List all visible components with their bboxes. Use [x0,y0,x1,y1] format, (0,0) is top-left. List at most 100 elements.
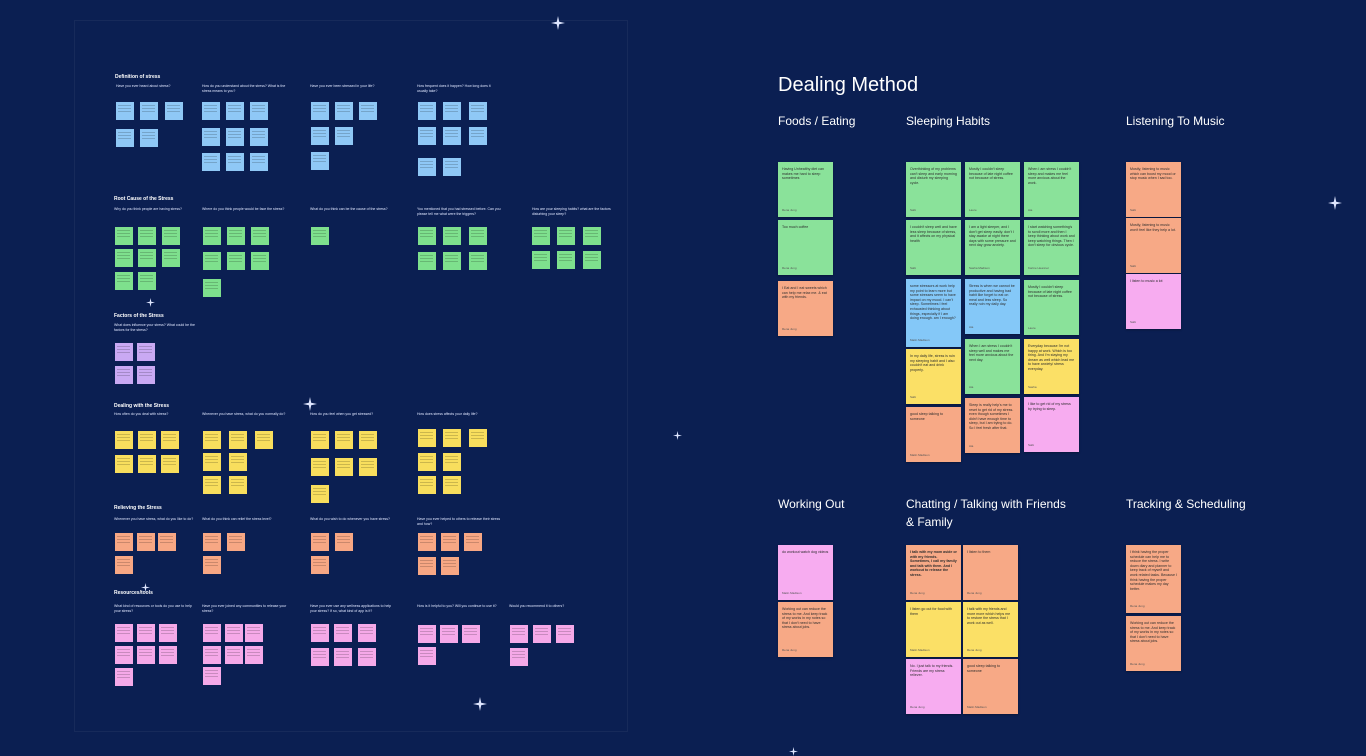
sticky-note[interactable] [203,667,221,685]
sticky-note[interactable]: I talk with my friends and more more whi… [963,602,1018,657]
sticky-note[interactable] [311,624,329,642]
sticky-note[interactable] [140,129,158,147]
sticky-note[interactable] [226,102,244,120]
sticky-note[interactable] [227,533,245,551]
sticky-note[interactable] [225,646,243,664]
sticky-note[interactable] [311,533,329,551]
sticky-note[interactable] [140,102,158,120]
sticky-note[interactable]: Too much coffee Rena Jung [778,220,833,275]
sticky-note[interactable]: do workout watch dog videos Matin Madison [778,545,833,600]
sticky-note[interactable] [226,153,244,171]
sticky-note[interactable] [334,648,352,666]
sticky-note[interactable] [443,252,461,270]
sticky-note[interactable] [443,476,461,494]
sticky-note[interactable] [203,279,221,297]
sticky-note[interactable]: good sleep talking to someone Matin Madis… [963,659,1018,714]
sticky-note[interactable] [334,624,352,642]
sticky-note[interactable] [137,343,155,361]
sticky-note[interactable] [583,251,601,269]
sticky-note[interactable] [418,127,436,145]
sticky-note[interactable] [556,625,574,643]
sticky-note[interactable] [115,227,133,245]
sticky-note[interactable] [203,624,221,642]
sticky-note[interactable] [203,533,221,551]
sticky-note[interactable]: I listen to music a lot Sabi [1126,274,1181,329]
sticky-note[interactable] [226,128,244,146]
sticky-note[interactable] [418,557,436,575]
sticky-note[interactable] [137,624,155,642]
sticky-note[interactable] [441,533,459,551]
sticky-note[interactable] [138,455,156,473]
sticky-note[interactable] [116,102,134,120]
sticky-note[interactable] [335,458,353,476]
sticky-note[interactable]: I am a light sleeper, and I don't get sl… [965,220,1020,275]
sticky-note[interactable] [115,431,133,449]
sticky-note[interactable] [245,624,263,642]
sticky-note[interactable] [116,129,134,147]
sticky-note[interactable] [251,252,269,270]
sticky-note[interactable] [418,102,436,120]
sticky-note[interactable] [115,366,133,384]
sticky-note[interactable] [469,429,487,447]
sticky-note[interactable] [418,252,436,270]
sticky-note[interactable] [510,648,528,666]
sticky-note[interactable] [532,227,550,245]
sticky-note[interactable] [311,648,329,666]
sticky-note[interactable] [229,453,247,471]
sticky-note[interactable] [418,158,436,176]
sticky-note[interactable] [311,458,329,476]
sticky-note[interactable] [311,431,329,449]
sticky-note[interactable] [227,227,245,245]
sticky-note[interactable] [583,227,601,245]
sticky-note[interactable] [335,533,353,551]
sticky-note[interactable] [138,272,156,290]
sticky-note[interactable] [202,153,220,171]
sticky-note[interactable] [115,249,133,267]
sticky-note[interactable] [462,625,480,643]
sticky-note[interactable] [443,227,461,245]
sticky-note[interactable] [311,127,329,145]
sticky-note[interactable] [138,249,156,267]
sticky-note[interactable] [250,153,268,171]
sticky-note[interactable] [443,102,461,120]
sticky-note[interactable] [115,556,133,574]
sticky-note[interactable] [440,625,458,643]
sticky-note[interactable]: I talk with my mom aside or with my frie… [906,545,961,600]
sticky-note[interactable] [137,646,155,664]
sticky-note[interactable] [469,252,487,270]
sticky-note[interactable] [358,624,376,642]
sticky-note[interactable] [138,431,156,449]
sticky-note[interactable] [311,485,329,503]
sticky-note[interactable] [203,556,221,574]
sticky-note[interactable]: Having Unhealthy diet can makes me hard … [778,162,833,217]
sticky-note[interactable] [469,227,487,245]
sticky-note[interactable] [255,431,273,449]
sticky-note[interactable] [359,102,377,120]
sticky-note[interactable] [418,647,436,665]
sticky-note[interactable] [138,227,156,245]
sticky-note[interactable]: Mostly, listening to music which can boo… [1126,162,1181,217]
sticky-note[interactable] [311,102,329,120]
sticky-note[interactable] [335,102,353,120]
sticky-note[interactable]: When I am stress I couldn't sleep and ma… [1024,162,1079,217]
sticky-note[interactable] [203,453,221,471]
sticky-note[interactable] [203,646,221,664]
sticky-note[interactable] [159,624,177,642]
sticky-note[interactable] [162,227,180,245]
sticky-note[interactable]: Mostly I couldn't sleep because of late … [1024,280,1079,335]
sticky-note[interactable]: Working out can reduce the stress to me.… [778,602,833,657]
sticky-note[interactable] [441,557,459,575]
sticky-note[interactable] [418,533,436,551]
sticky-note[interactable]: Stress is when we cannot be productive a… [965,279,1020,334]
sticky-note[interactable]: No. I just talk to my friends. Friends a… [906,659,961,714]
sticky-note[interactable] [203,431,221,449]
sticky-note[interactable] [161,455,179,473]
sticky-note[interactable] [227,252,245,270]
sticky-note[interactable] [443,158,461,176]
sticky-note[interactable] [250,102,268,120]
sticky-note[interactable] [115,455,133,473]
sticky-note[interactable] [159,646,177,664]
sticky-note[interactable] [469,102,487,120]
sticky-note[interactable] [137,533,155,551]
sticky-note[interactable] [115,624,133,642]
